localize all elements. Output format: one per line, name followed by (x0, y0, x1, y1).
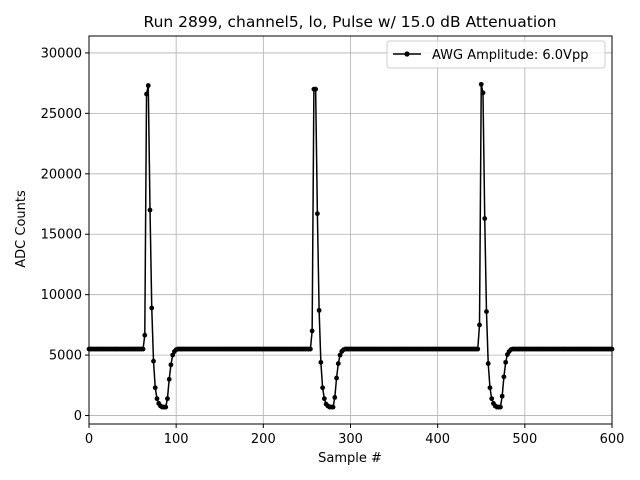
data-point (484, 309, 489, 314)
y-tick-label: 0 (74, 409, 82, 424)
data-point (316, 307, 322, 313)
legend-box (386, 40, 606, 69)
y-tick-label: 25000 (41, 107, 82, 122)
data-point (320, 385, 326, 391)
chart-title: Run 2899, channel5, lo, Pulse w/ 15.0 dB… (144, 13, 557, 31)
x-tick-label: 400 (425, 432, 450, 447)
data-point (475, 346, 481, 352)
y-axis-label: ADC Counts (14, 190, 29, 268)
data-point (482, 216, 488, 221)
data-point (151, 358, 156, 364)
data-point (145, 83, 151, 88)
data-point (501, 374, 507, 380)
y-tick-label: 15000 (41, 228, 82, 243)
x-axis-label: Sample # (318, 451, 382, 466)
data-point (140, 346, 146, 352)
y-tick-label: 5000 (49, 349, 82, 364)
y-tick-label: 30000 (41, 46, 82, 61)
data-point (165, 396, 170, 402)
x-tick-label: 600 (600, 432, 625, 447)
x-tick-label: 500 (512, 432, 537, 447)
data-point (335, 361, 341, 366)
data-point (144, 91, 149, 97)
data-point (334, 375, 339, 381)
x-tick-label: 100 (164, 432, 189, 447)
data-point (147, 207, 153, 213)
data-point (142, 332, 148, 338)
data-point (478, 81, 484, 87)
data-point (337, 352, 343, 358)
data-point (308, 346, 313, 352)
x-tick-label: 0 (85, 432, 93, 447)
data-point (154, 396, 160, 402)
data-point (489, 396, 495, 402)
data-point (152, 385, 158, 391)
y-tick-label: 10000 (41, 288, 82, 303)
data-point (318, 359, 324, 365)
data-point (330, 404, 336, 410)
data-point (332, 395, 338, 400)
data-point (499, 393, 505, 399)
data-point (314, 211, 320, 217)
data-point (149, 305, 155, 311)
data-point (480, 90, 486, 96)
data-point (321, 396, 327, 402)
legend-label: AWG Amplitude: 6.0Vpp (432, 48, 588, 63)
data-point (485, 361, 491, 366)
legend: AWG Amplitude: 6.0Vpp (386, 40, 606, 69)
data-point (503, 359, 509, 365)
data-point (487, 385, 493, 391)
data-point (313, 86, 319, 92)
data-point (498, 404, 503, 410)
x-tick-label: 300 (338, 432, 363, 447)
y-tick-label: 20000 (41, 167, 82, 182)
legend-marker-sample (404, 51, 410, 57)
data-point (168, 362, 174, 368)
data-point (309, 328, 315, 334)
data-point (166, 376, 172, 382)
data-point (477, 322, 482, 328)
x-tick-label: 200 (251, 432, 276, 447)
data-point (163, 404, 169, 410)
data-point (170, 352, 176, 358)
